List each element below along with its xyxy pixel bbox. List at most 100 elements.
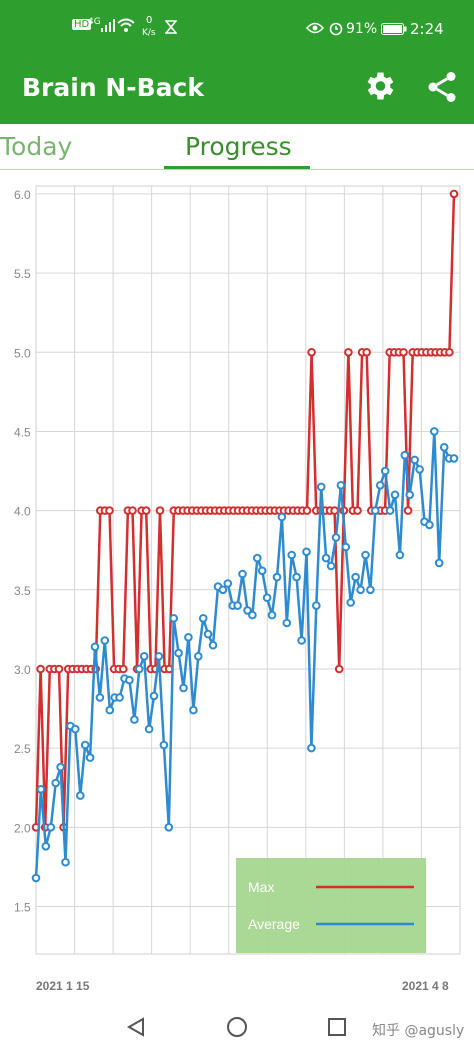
data-point-max	[128, 506, 137, 515]
x-tick-label: 2021 4 8	[402, 979, 449, 993]
data-point-average	[252, 553, 262, 563]
y-tick-label: 4.5	[14, 425, 31, 439]
data-point-average	[371, 506, 380, 515]
data-point-average	[326, 561, 336, 571]
data-point-average	[375, 481, 385, 490]
data-point-average	[115, 693, 124, 702]
data-point-average	[223, 579, 233, 588]
data-point-average	[434, 558, 444, 568]
data-point-average	[71, 724, 80, 734]
data-point-average	[36, 785, 46, 794]
data-point-average	[100, 636, 110, 645]
data-point-max	[403, 506, 413, 515]
data-point-max	[105, 506, 114, 515]
back-triangle-icon[interactable]	[125, 1016, 147, 1038]
data-point-average	[105, 705, 115, 715]
home-circle-icon[interactable]	[226, 1016, 248, 1038]
data-point-max	[449, 189, 459, 199]
eye-icon	[306, 22, 324, 34]
legend-label: Max	[248, 879, 274, 895]
data-point-average	[51, 778, 61, 788]
data-point-average	[144, 724, 154, 734]
data-point-max	[445, 348, 454, 357]
tab-bar: Today Progress	[0, 124, 474, 170]
data-point-average	[139, 652, 149, 661]
y-tick-label: 5.0	[14, 346, 31, 360]
gear-icon[interactable]	[361, 68, 397, 104]
data-point-average	[203, 629, 213, 639]
y-tick-label: 2.5	[14, 742, 31, 756]
x-tick-label: 2021 1 15	[36, 979, 90, 993]
data-point-average	[405, 490, 415, 500]
data-point-average	[267, 610, 277, 620]
data-point-average	[331, 533, 341, 542]
data-point-average	[159, 740, 169, 750]
data-point-average	[380, 466, 390, 476]
data-point-average	[400, 450, 410, 460]
speed-value: 0	[146, 15, 153, 26]
data-point-max	[344, 348, 353, 357]
data-point-average	[198, 614, 208, 623]
data-point-average	[164, 823, 174, 832]
app-title: Brain N-Back	[22, 73, 204, 102]
data-point-average	[248, 610, 257, 620]
y-tick-label: 3.0	[14, 663, 31, 677]
data-point-average	[169, 614, 178, 623]
y-tick-label: 5.5	[14, 267, 31, 281]
data-point-max	[334, 664, 344, 674]
alarm-icon	[329, 22, 343, 36]
data-point-average	[95, 693, 105, 702]
data-point-average	[135, 664, 144, 674]
data-point-average	[282, 618, 292, 628]
data-point-average	[346, 598, 356, 607]
data-point-average	[243, 606, 252, 615]
network-label-left: HD	[72, 19, 92, 30]
data-point-average	[31, 873, 41, 883]
data-point-average	[218, 585, 228, 595]
data-point-average	[341, 542, 351, 552]
recents-square-icon[interactable]	[327, 1017, 347, 1037]
y-tick-label: 3.5	[14, 584, 31, 598]
data-point-average	[302, 547, 311, 557]
data-point-average	[233, 601, 242, 610]
speed-unit: K/s	[142, 28, 156, 38]
data-point-max	[119, 664, 128, 674]
legend-label: Average	[248, 916, 300, 932]
data-point-average	[292, 572, 301, 582]
data-point-max	[36, 664, 45, 674]
y-tick-label: 1.5	[14, 900, 31, 914]
legend-box	[236, 858, 426, 953]
data-point-average	[430, 427, 439, 436]
data-point-average	[257, 566, 267, 576]
data-point-max	[353, 506, 362, 515]
data-point-average	[80, 740, 90, 750]
data-point-average	[90, 642, 100, 652]
data-point-average	[297, 636, 306, 645]
app-bar: Brain N-Back	[0, 49, 474, 124]
watermark: 知乎 @agusly	[372, 1023, 465, 1039]
data-point-average	[184, 633, 193, 642]
data-point-average	[321, 553, 331, 563]
data-point-max	[399, 348, 408, 357]
data-point-max	[155, 506, 165, 515]
data-point-average	[361, 550, 370, 560]
data-point-average	[41, 842, 51, 851]
data-point-average	[316, 482, 326, 492]
data-point-average	[439, 443, 449, 452]
clock: 2:24	[410, 20, 444, 38]
tab-indicator	[164, 166, 310, 169]
data-point-average	[272, 572, 282, 582]
data-point-average	[76, 791, 85, 800]
share-icon[interactable]	[424, 69, 460, 105]
hourglass-icon	[165, 20, 177, 34]
wifi-icon	[117, 18, 135, 32]
data-point-average	[189, 705, 198, 715]
tab-divider	[0, 169, 474, 170]
tab-today[interactable]: Today	[0, 132, 73, 161]
data-point-average	[366, 585, 375, 595]
data-point-average	[356, 585, 365, 595]
tab-progress[interactable]: Progress	[185, 132, 292, 161]
network-type: 4G	[88, 17, 101, 27]
y-tick-label: 2.0	[14, 821, 31, 835]
data-point-average	[395, 550, 405, 560]
